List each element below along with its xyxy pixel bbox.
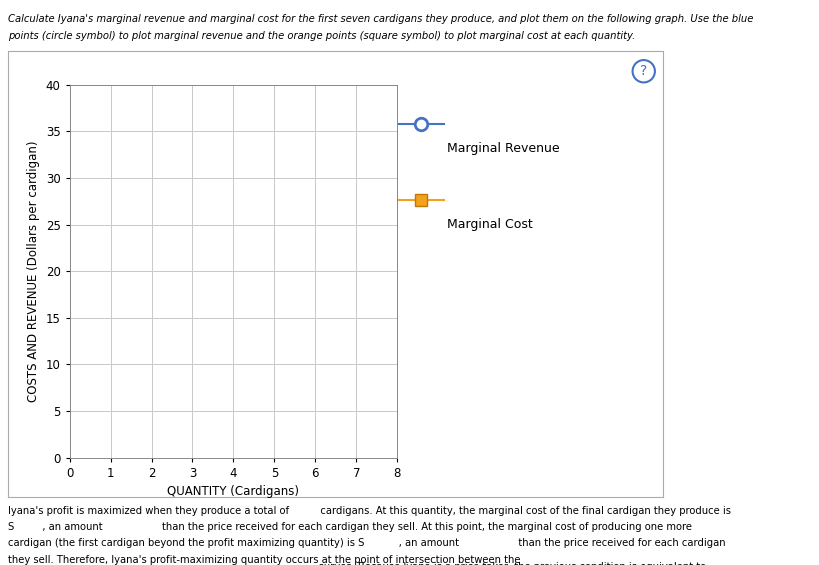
Text: Iyana's profit is maximized when they produce a total of          cardigans. At : Iyana's profit is maximized when they pr…	[8, 506, 731, 516]
Text: Marginal Revenue: Marginal Revenue	[447, 142, 560, 155]
Text: Marginal Cost: Marginal Cost	[447, 218, 533, 231]
X-axis label: QUANTITY (Cardigans): QUANTITY (Cardigans)	[167, 485, 300, 498]
Text: they sell. Therefore, Iyana's profit-maximizing quantity occurs at the point of : they sell. Therefore, Iyana's profit-max…	[8, 555, 521, 565]
Text: curves. Because Iyana is a price taker, the previous condition is equivalent to : curves. Because Iyana is a price taker, …	[287, 562, 756, 565]
Text: points (circle symbol) to plot marginal revenue and the orange points (square sy: points (circle symbol) to plot marginal …	[8, 31, 636, 41]
Y-axis label: COSTS AND REVENUE (Dollars per cardigan): COSTS AND REVENUE (Dollars per cardigan)	[27, 141, 40, 402]
Text: Calculate Iyana's marginal revenue and marginal cost for the first seven cardiga: Calculate Iyana's marginal revenue and m…	[8, 14, 753, 24]
Text: ?: ?	[640, 64, 647, 78]
Text: cardigan (the first cardigan beyond the profit maximizing quantity) is S        : cardigan (the first cardigan beyond the …	[8, 538, 726, 549]
Text: S         , an amount                   than the price received for each cardiga: S , an amount than the price received fo…	[8, 522, 692, 532]
